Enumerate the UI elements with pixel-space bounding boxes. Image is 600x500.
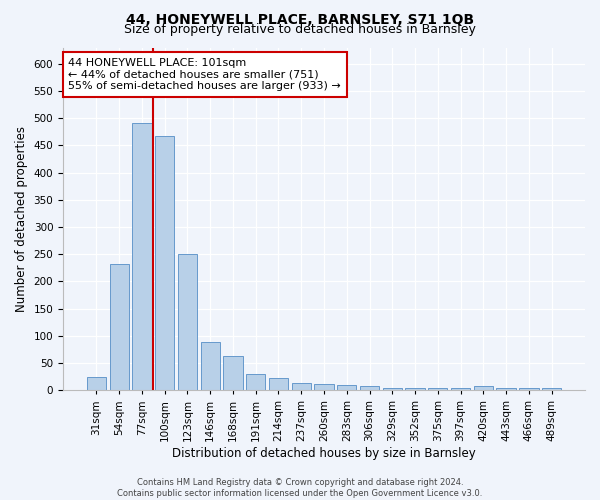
Text: 44 HONEYWELL PLACE: 101sqm
← 44% of detached houses are smaller (751)
55% of sem: 44 HONEYWELL PLACE: 101sqm ← 44% of deta… <box>68 58 341 91</box>
Bar <box>314 384 334 390</box>
Text: Size of property relative to detached houses in Barnsley: Size of property relative to detached ho… <box>124 22 476 36</box>
X-axis label: Distribution of detached houses by size in Barnsley: Distribution of detached houses by size … <box>172 447 476 460</box>
Bar <box>451 388 470 390</box>
Bar <box>496 388 516 390</box>
Bar <box>155 136 175 390</box>
Bar <box>360 386 379 390</box>
Bar <box>406 388 425 390</box>
Bar <box>178 254 197 390</box>
Bar <box>246 374 265 390</box>
Text: Contains HM Land Registry data © Crown copyright and database right 2024.
Contai: Contains HM Land Registry data © Crown c… <box>118 478 482 498</box>
Bar <box>110 264 129 390</box>
Bar <box>200 342 220 390</box>
Bar <box>269 378 288 390</box>
Bar <box>132 122 152 390</box>
Bar <box>383 388 402 390</box>
Bar <box>473 386 493 390</box>
Text: 44, HONEYWELL PLACE, BARNSLEY, S71 1QB: 44, HONEYWELL PLACE, BARNSLEY, S71 1QB <box>126 12 474 26</box>
Bar <box>87 376 106 390</box>
Bar <box>292 383 311 390</box>
Bar <box>428 388 448 390</box>
Y-axis label: Number of detached properties: Number of detached properties <box>15 126 28 312</box>
Bar <box>337 386 356 390</box>
Bar <box>519 388 539 390</box>
Bar <box>223 356 242 390</box>
Bar <box>542 388 561 390</box>
